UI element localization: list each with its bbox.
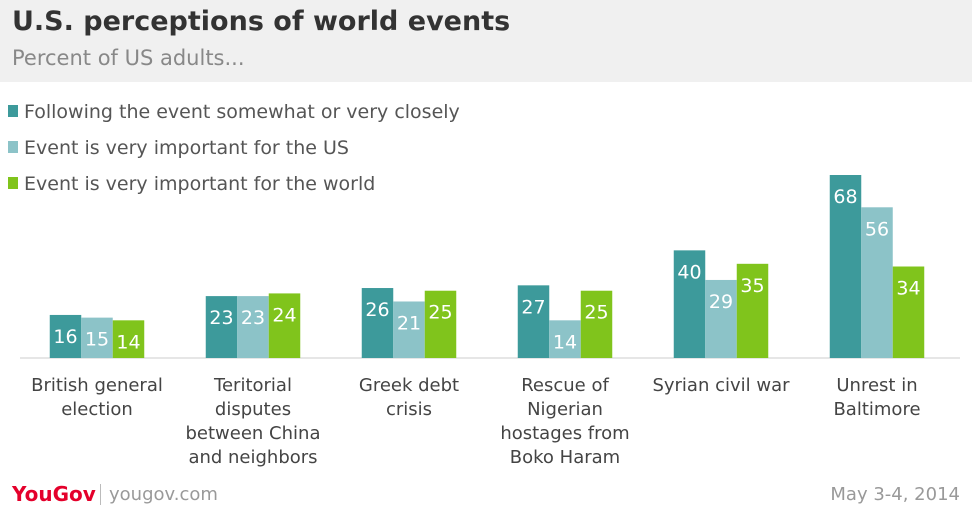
bar (736, 263, 769, 358)
value-label: 15 (85, 329, 109, 351)
x-tick-label: British general election (31, 375, 163, 420)
x-tick-label: Greek debt crisis (358, 375, 460, 420)
value-label: 34 (896, 278, 920, 300)
value-label: 16 (53, 326, 77, 348)
bar (205, 296, 238, 358)
bar (673, 250, 706, 358)
value-label: 25 (428, 302, 452, 324)
bar (549, 320, 581, 358)
bar (268, 293, 301, 358)
site: yougov.com (100, 484, 218, 505)
bar (49, 314, 82, 358)
bar (517, 285, 550, 358)
legend-label: Event is very important for the US (24, 137, 349, 159)
legend-swatch (8, 177, 18, 189)
chart-subtitle: Percent of US adults... (12, 46, 245, 70)
bar (112, 320, 145, 358)
bar (424, 290, 457, 358)
x-tick-label: Teritorial disputes between China and ne… (185, 375, 321, 468)
bar (892, 266, 925, 358)
value-label: 23 (241, 307, 265, 329)
legend-swatch (8, 105, 18, 117)
value-label: 24 (272, 304, 296, 326)
bar (580, 290, 613, 358)
x-tick-label: Syrian civil war (652, 375, 790, 396)
x-tick-label: Rescue of Nigerian hostages from Boko Ha… (500, 375, 630, 468)
bar (705, 279, 737, 358)
value-label: 14 (553, 331, 577, 353)
bar (81, 317, 113, 358)
value-label: 56 (865, 218, 889, 240)
bar (829, 175, 862, 358)
logo: YouGov (12, 482, 96, 506)
value-label: 68 (833, 186, 857, 208)
legend-label: Following the event somewhat or very clo… (24, 101, 460, 123)
date: May 3-4, 2014 (830, 484, 960, 505)
value-label: 23 (209, 307, 233, 329)
value-label: 40 (677, 261, 701, 283)
value-label: 35 (740, 275, 764, 297)
value-label: 29 (709, 291, 733, 313)
bar (237, 296, 269, 358)
value-label: 26 (365, 299, 389, 321)
bar (393, 301, 425, 358)
chart-title: U.S. perceptions of world events (12, 6, 511, 37)
value-label: 27 (521, 296, 545, 318)
value-label: 21 (397, 312, 421, 334)
bar (861, 207, 893, 358)
x-tick-label: Unrest in Baltimore (833, 375, 921, 420)
legend-swatch (8, 141, 18, 153)
value-label: 14 (116, 331, 140, 353)
bar (361, 288, 394, 358)
header: U.S. perceptions of world events Percent… (0, 0, 972, 82)
legend-label: Event is very important for the world (24, 173, 375, 195)
value-label: 25 (584, 302, 608, 324)
